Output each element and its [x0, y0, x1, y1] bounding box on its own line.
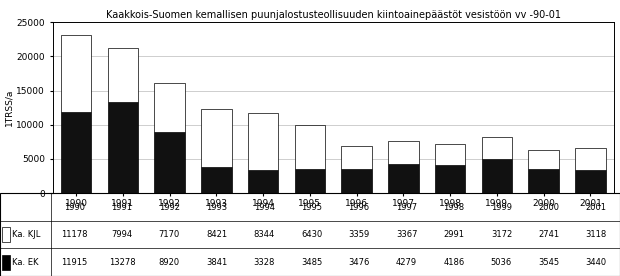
Bar: [108, 102, 138, 193]
Text: 7994: 7994: [112, 230, 133, 239]
Text: 3545: 3545: [538, 258, 559, 267]
Bar: [482, 137, 512, 159]
Text: 11915: 11915: [61, 258, 87, 267]
Text: 8344: 8344: [254, 230, 275, 239]
Text: 1996: 1996: [348, 203, 370, 211]
Text: 1993: 1993: [206, 203, 228, 211]
Bar: [61, 112, 91, 193]
Bar: [248, 170, 278, 193]
Bar: [294, 169, 325, 193]
Text: 3367: 3367: [396, 230, 417, 239]
Text: 1998: 1998: [443, 203, 464, 211]
Bar: [201, 167, 231, 193]
Text: 8920: 8920: [159, 258, 180, 267]
Text: 1992: 1992: [159, 203, 180, 211]
Text: 2001: 2001: [586, 203, 607, 211]
Text: 1991: 1991: [112, 203, 133, 211]
Text: 3328: 3328: [254, 258, 275, 267]
Text: 1990: 1990: [64, 203, 85, 211]
Text: 3440: 3440: [586, 258, 607, 267]
Text: 2000: 2000: [538, 203, 559, 211]
Bar: [528, 169, 559, 193]
Bar: [528, 150, 559, 169]
Text: 3485: 3485: [301, 258, 322, 267]
Text: 3841: 3841: [206, 258, 228, 267]
Text: 3359: 3359: [348, 230, 370, 239]
Bar: [154, 132, 185, 193]
Bar: [61, 35, 91, 112]
Bar: [435, 164, 466, 193]
Text: 3172: 3172: [491, 230, 512, 239]
Text: 13278: 13278: [108, 258, 135, 267]
Text: Ka. EK: Ka. EK: [12, 258, 38, 267]
Bar: [482, 159, 512, 193]
Bar: [575, 148, 606, 170]
Text: 8421: 8421: [206, 230, 228, 239]
Bar: [575, 170, 606, 193]
Bar: [108, 47, 138, 102]
Bar: [342, 146, 372, 169]
Text: 3476: 3476: [348, 258, 370, 267]
Text: 5036: 5036: [491, 258, 512, 267]
Bar: [388, 141, 419, 164]
Bar: [294, 125, 325, 169]
Text: 4186: 4186: [443, 258, 464, 267]
Bar: [435, 144, 466, 164]
Text: Ka. KJL: Ka. KJL: [12, 230, 40, 239]
Text: 1997: 1997: [396, 203, 417, 211]
Bar: [248, 113, 278, 170]
Text: 2741: 2741: [538, 230, 559, 239]
Bar: [388, 164, 419, 193]
Y-axis label: 1TRSS/a: 1TRSS/a: [4, 89, 14, 126]
Text: 7170: 7170: [159, 230, 180, 239]
Text: 3118: 3118: [586, 230, 607, 239]
Text: 1995: 1995: [301, 203, 322, 211]
Bar: [154, 83, 185, 132]
Bar: [201, 109, 231, 167]
Text: 1999: 1999: [491, 203, 512, 211]
Text: 6430: 6430: [301, 230, 322, 239]
Text: 11178: 11178: [61, 230, 88, 239]
Text: 1994: 1994: [254, 203, 275, 211]
Text: 4279: 4279: [396, 258, 417, 267]
Title: Kaakkois-Suomen kemallisen puunjalostusteollisuuden kiintoainepäästöt vesistöön : Kaakkois-Suomen kemallisen puunjalostust…: [106, 10, 560, 20]
Bar: [2, 254, 10, 270]
Bar: [2, 227, 10, 242]
Bar: [342, 169, 372, 193]
Text: 2991: 2991: [443, 230, 464, 239]
